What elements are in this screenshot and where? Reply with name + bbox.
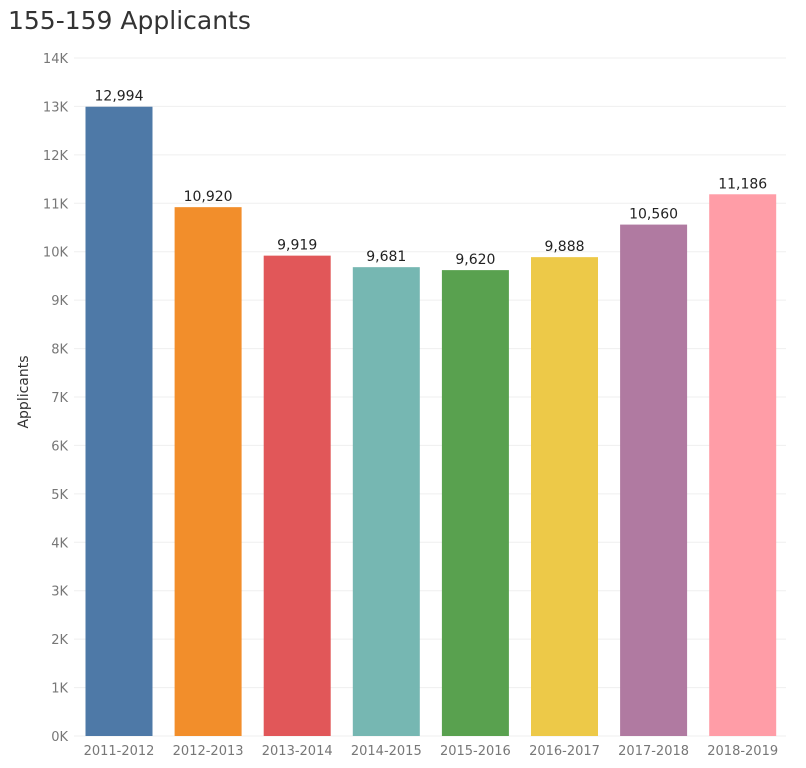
data-label-2011-2012: 12,994 (95, 89, 144, 105)
bar-2016-2017[interactable] (531, 257, 598, 736)
bars (85, 106, 777, 737)
chart-title: 155-159 Applicants (8, 6, 251, 35)
y-tick-label: 0K (51, 730, 68, 745)
y-tick-label: 2K (51, 633, 68, 648)
x-axis: 2011-2012 2012-2013 2013-2014 2014-2015 2015… (84, 744, 779, 759)
data-label-2013-2014: 9,919 (277, 238, 317, 254)
y-axis-title: Applicants (16, 355, 32, 428)
y-axis: 0K 1K 2K 3K 4K 5K 6K 7K 8K 9K 10K 11K 12K 13K 14K (43, 52, 69, 745)
x-tick-label: 2011-2012 (84, 744, 155, 759)
data-labels: 12,994 10,920 9,919 9,681 9,620 9,888 10,560 11… (95, 89, 768, 268)
bar-2017-2018[interactable] (620, 224, 688, 736)
y-tick-label: 8K (51, 343, 68, 358)
y-tick-label: 13K (43, 100, 69, 115)
y-tick-label: 14K (43, 52, 69, 67)
y-tick-label: 12K (43, 149, 69, 164)
y-tick-label: 10K (43, 246, 69, 261)
y-tick-label: 11K (43, 197, 69, 212)
y-tick-label: 1K (51, 682, 68, 697)
y-tick-label: 6K (51, 439, 68, 454)
bar-2015-2016[interactable] (441, 270, 509, 736)
data-label-2016-2017: 9,888 (544, 239, 584, 255)
x-tick-label: 2017-2018 (618, 744, 689, 759)
y-tick-label: 4K (51, 536, 68, 551)
data-label-2012-2013: 10,920 (184, 189, 233, 205)
x-tick-label: 2013-2014 (262, 744, 333, 759)
data-label-2018-2019: 11,186 (718, 176, 767, 192)
y-tick-label: 9K (51, 294, 68, 309)
y-tick-label: 7K (51, 391, 68, 406)
bar-2011-2012[interactable] (85, 106, 153, 737)
bar-2014-2015[interactable] (352, 267, 420, 736)
data-label-2014-2015: 9,681 (366, 249, 406, 265)
x-tick-label: 2015-2016 (440, 744, 511, 759)
x-tick-label: 2016-2017 (529, 744, 600, 759)
x-tick-label: 2012-2013 (173, 744, 244, 759)
data-label-2017-2018: 10,560 (629, 207, 678, 223)
bar-2012-2013[interactable] (174, 207, 242, 736)
y-tick-label: 5K (51, 488, 68, 503)
bar-2018-2019[interactable] (709, 194, 777, 736)
x-tick-label: 2018-2019 (707, 744, 778, 759)
x-tick-label: 2014-2015 (351, 744, 422, 759)
bar-2013-2014[interactable] (263, 255, 331, 736)
y-tick-label: 3K (51, 585, 68, 600)
data-label-2015-2016: 9,620 (455, 252, 495, 268)
